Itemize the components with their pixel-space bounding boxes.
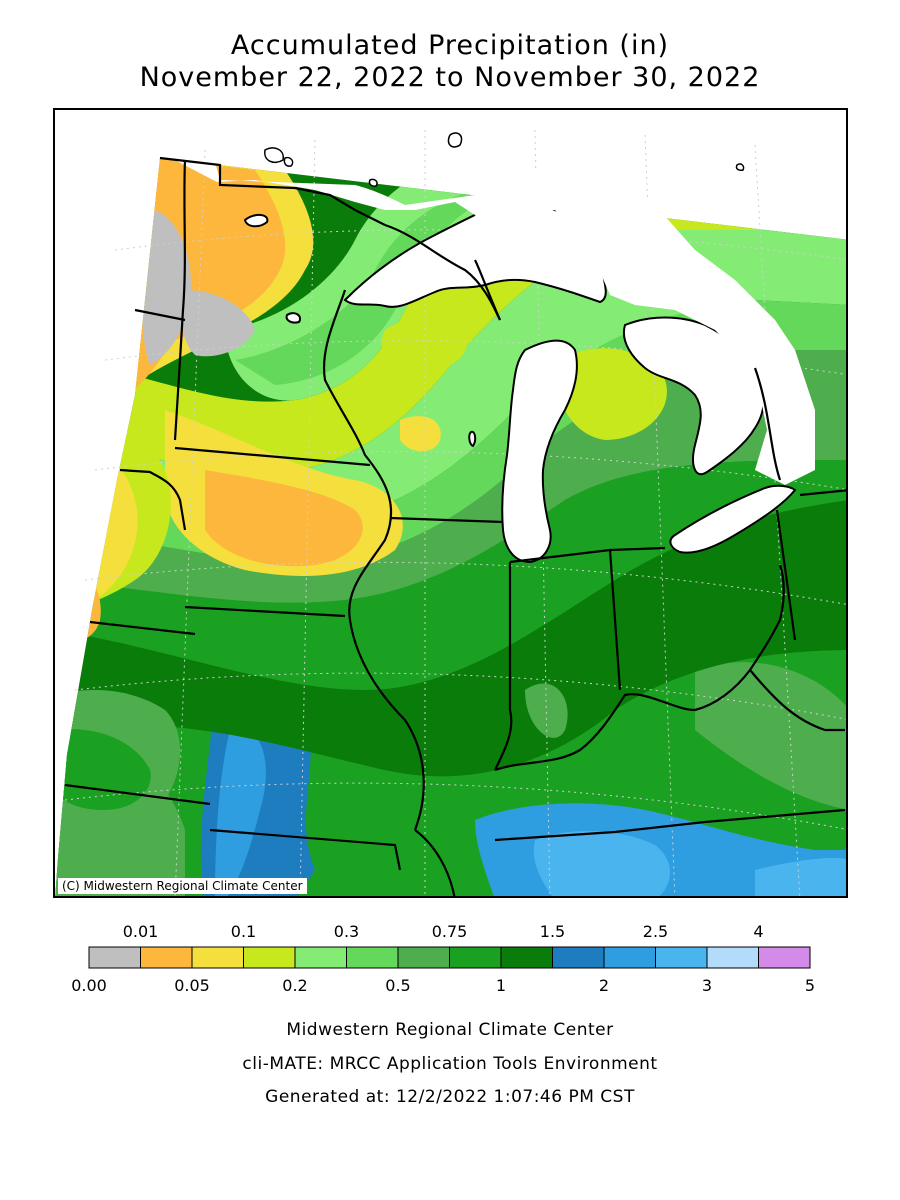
coastline-details: [264, 132, 745, 187]
legend-swatch: [603, 946, 656, 969]
legend-top-label: 0.01: [122, 922, 159, 941]
legend-swatch: [294, 946, 347, 969]
legend-swatch: [500, 946, 553, 969]
precipitation-map: (C) Midwestern Regional Climate Center: [53, 108, 848, 898]
legend-bottom-label: 0.2: [282, 976, 308, 995]
legend-swatch: [397, 946, 450, 969]
legend-swatch: [552, 946, 605, 969]
legend-swatch: [243, 946, 296, 969]
legend-bottom-label: 0.5: [385, 976, 411, 995]
legend-bottom-label: 5: [804, 976, 816, 995]
map-title: Accumulated Precipitation (in): [230, 30, 670, 61]
footer-org: Midwestern Regional Climate Center: [286, 1020, 614, 1040]
map-date-range: November 22, 2022 to November 30, 2022: [139, 62, 761, 93]
legend-bottom-label: 0.00: [71, 976, 107, 995]
legend-bottom-label: 2: [598, 976, 610, 995]
legend-bottom-label: 0.05: [174, 976, 210, 995]
legend-swatch: [191, 946, 244, 969]
legend-top-label: 2.5: [642, 922, 669, 941]
copyright-label: (C) Midwestern Regional Climate Center: [58, 878, 307, 894]
footer-app: cli-MATE: MRCC Application Tools Environ…: [242, 1054, 658, 1074]
legend-swatch: [758, 946, 811, 969]
legend-top-label: 4: [753, 922, 764, 941]
legend-top-label: 0.3: [333, 922, 360, 941]
legend-top-label: 0.75: [431, 922, 468, 941]
legend-swatch: [449, 946, 502, 969]
great-lakes: [243, 200, 797, 564]
legend-top-label: 0.1: [230, 922, 257, 941]
canada-region: [165, 155, 815, 485]
map-canvas: [55, 110, 846, 896]
legend-top-label: 1.5: [539, 922, 566, 941]
footer-generated: Generated at: 12/2/2022 1:07:46 PM CST: [265, 1087, 635, 1107]
legend-swatch: [88, 946, 141, 969]
legend-color-bar: [88, 946, 811, 969]
state-boundaries: [64, 156, 846, 896]
legend-swatch: [655, 946, 708, 969]
legend-swatch: [346, 946, 399, 969]
legend-bottom-label: 3: [701, 976, 713, 995]
legend-swatch: [706, 946, 759, 969]
legend-bottom-label: 1: [495, 976, 507, 995]
legend-swatch: [140, 946, 193, 969]
